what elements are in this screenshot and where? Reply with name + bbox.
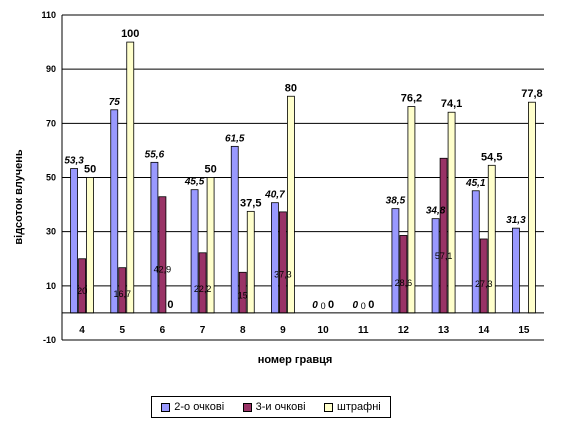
legend-item-free-throw: штрафні xyxy=(324,401,381,413)
legend: 2-о очкові 3-и очкові штрафні xyxy=(151,396,391,418)
data-label: 0 xyxy=(361,301,366,311)
data-label: 0 xyxy=(167,299,173,311)
bars xyxy=(70,41,536,314)
data-label: 57,1 xyxy=(435,251,453,261)
bar xyxy=(528,101,536,314)
data-label: 80 xyxy=(285,82,297,94)
data-label: 0 xyxy=(328,299,334,311)
data-label: 42,9 xyxy=(154,264,172,274)
bar xyxy=(447,111,456,314)
data-label: 31,3 xyxy=(506,215,526,226)
x-tick-label: 9 xyxy=(280,325,286,336)
data-label: 40,7 xyxy=(264,190,285,201)
bar-chart: -10 10 30 50 70 90 110 4 5 6 7 8 9 10 11 12 13 14 15 53,3… xyxy=(13,10,544,366)
legend-label-three-point: 3-и очкові xyxy=(255,401,306,413)
x-axis-title: номер гравця xyxy=(258,354,333,366)
x-tick-label: 10 xyxy=(318,325,330,336)
y-tick-label: 110 xyxy=(41,10,56,20)
bar xyxy=(431,218,440,314)
bar xyxy=(279,211,287,314)
y-axis-title: відсоток влучень xyxy=(13,149,25,244)
data-label: 74,1 xyxy=(441,98,462,110)
x-tick-label: 13 xyxy=(438,325,450,336)
data-label: 0 xyxy=(368,299,374,311)
data-label: 16,7 xyxy=(113,289,131,299)
y-tick-labels: -10 10 30 50 70 90 110 xyxy=(41,10,56,345)
data-label: 53,3 xyxy=(64,156,84,167)
data-label: 76,2 xyxy=(401,93,422,105)
legend-swatch-free-throw xyxy=(324,402,334,412)
x-tick-label: 11 xyxy=(358,325,369,336)
bar xyxy=(487,164,496,314)
y-tick-label: 90 xyxy=(46,64,56,74)
data-label: 28,6 xyxy=(395,278,413,288)
legend-swatch-three-point xyxy=(242,402,252,412)
bar xyxy=(439,157,448,314)
data-label: 61,5 xyxy=(225,133,245,144)
legend-item-three-point: 3-и очкові xyxy=(242,401,306,413)
legend-item-two-point: 2-о очкові xyxy=(161,401,224,413)
x-tick-labels: 4 5 6 7 8 9 10 11 12 13 14 15 xyxy=(79,325,530,336)
bar xyxy=(512,227,520,314)
bar xyxy=(399,235,408,314)
x-tick-label: 4 xyxy=(79,325,85,336)
bar xyxy=(126,41,135,314)
legend-label-two-point: 2-о очкові xyxy=(174,401,225,413)
data-label: 37,3 xyxy=(274,270,292,280)
data-label: 50 xyxy=(84,164,96,176)
bar xyxy=(198,252,207,314)
data-label: 45,1 xyxy=(465,178,486,189)
x-tick-label: 5 xyxy=(119,325,125,336)
x-tick-label: 15 xyxy=(518,325,530,336)
data-label: 38,5 xyxy=(386,196,406,207)
data-label: 34,8 xyxy=(426,206,446,217)
data-label: 0 xyxy=(321,301,326,311)
y-tick-label: 10 xyxy=(46,281,56,291)
y-tick-label: 30 xyxy=(46,227,56,237)
data-label: 27,3 xyxy=(475,279,493,289)
data-label: 77,8 xyxy=(521,88,542,100)
bar xyxy=(190,189,199,314)
data-label: 15 xyxy=(238,291,248,301)
data-label: 0 xyxy=(352,300,358,311)
data-label: 54,5 xyxy=(481,151,502,163)
bar xyxy=(271,202,279,314)
bar xyxy=(287,95,295,314)
gridlines xyxy=(62,14,544,341)
data-labels: 53,3 20 50 75 16,7 100 55,6 42,9 0 45,5 22,2 50 61,5… xyxy=(64,28,542,311)
data-label: 45,5 xyxy=(184,177,205,188)
bar xyxy=(150,161,159,314)
data-label: 55,6 xyxy=(145,149,165,160)
legend-swatch-two-point xyxy=(161,402,171,412)
data-label: 20 xyxy=(77,286,87,296)
y-tick-label: -10 xyxy=(43,335,56,345)
data-label: 37,5 xyxy=(240,197,261,209)
x-tick-label: 7 xyxy=(200,325,206,336)
bar xyxy=(86,177,94,314)
data-label: 0 xyxy=(312,300,318,311)
bar xyxy=(391,208,400,314)
data-label: 22,2 xyxy=(194,284,212,294)
y-tick-label: 50 xyxy=(46,173,56,183)
data-label: 100 xyxy=(121,28,139,40)
x-tick-label: 8 xyxy=(240,325,246,336)
bar xyxy=(246,210,255,314)
x-tick-label: 14 xyxy=(478,325,490,336)
y-tick-label: 70 xyxy=(46,118,56,128)
bar xyxy=(479,238,488,314)
bar xyxy=(158,196,167,314)
x-tick-label: 6 xyxy=(160,325,166,336)
bar xyxy=(471,190,480,314)
bar xyxy=(110,109,119,314)
data-label: 75 xyxy=(109,97,121,108)
data-label: 50 xyxy=(204,164,216,176)
bar xyxy=(230,145,239,314)
x-tick-label: 12 xyxy=(398,325,410,336)
legend-label-free-throw: штрафні xyxy=(337,401,381,413)
